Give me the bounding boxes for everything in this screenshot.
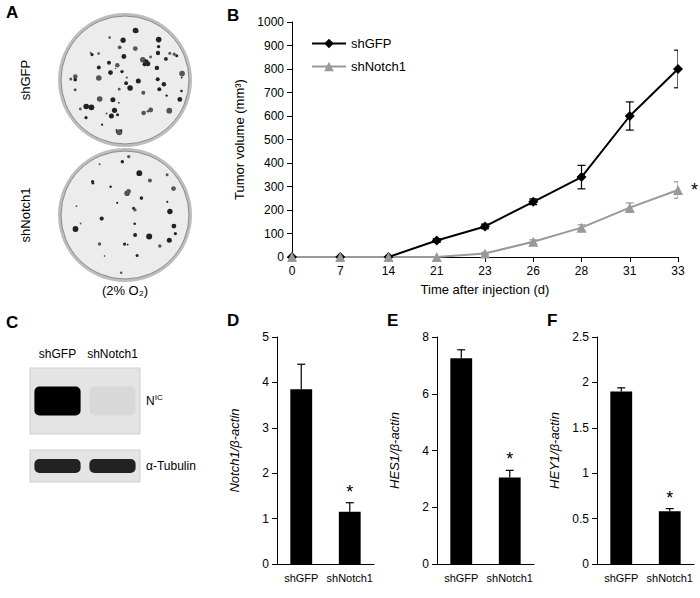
svg-text:6: 6: [422, 387, 429, 401]
svg-text:shGFP: shGFP: [284, 572, 318, 584]
svg-text:α-Tubulin: α-Tubulin: [146, 459, 196, 473]
svg-text:E: E: [387, 311, 398, 330]
svg-text:400: 400: [264, 156, 284, 170]
svg-text:0: 0: [289, 264, 296, 278]
svg-text:shGFP: shGFP: [39, 347, 76, 361]
svg-text:3: 3: [262, 421, 269, 435]
svg-text:600: 600: [264, 109, 284, 123]
svg-text:shGFP: shGFP: [18, 60, 33, 100]
svg-text:D: D: [227, 311, 239, 330]
svg-text:shNotch1: shNotch1: [18, 188, 33, 243]
svg-text:23: 23: [478, 264, 492, 278]
svg-text:300: 300: [264, 180, 284, 194]
svg-text:0.5: 0.5: [572, 512, 589, 526]
svg-text:200: 200: [264, 203, 284, 217]
svg-text:26: 26: [527, 264, 541, 278]
svg-text:2: 2: [262, 466, 269, 480]
svg-text:shGFP: shGFP: [604, 572, 638, 584]
svg-text:*: *: [346, 482, 353, 502]
svg-text:shGFP: shGFP: [351, 36, 391, 51]
svg-text:*: *: [691, 180, 698, 200]
svg-text:A: A: [6, 3, 18, 22]
svg-text:HES1/β-actin: HES1/β-actin: [387, 412, 402, 489]
svg-text:C: C: [6, 313, 18, 332]
svg-text:33: 33: [671, 264, 685, 278]
svg-text:shNotch1: shNotch1: [487, 572, 533, 584]
svg-text:shNotch1: shNotch1: [647, 572, 693, 584]
svg-text:shNotch1: shNotch1: [351, 59, 406, 74]
svg-text:NIC: NIC: [146, 393, 163, 408]
svg-text:1: 1: [582, 466, 589, 480]
svg-text:31: 31: [623, 264, 637, 278]
svg-text:0: 0: [582, 557, 589, 571]
svg-text:4: 4: [422, 444, 429, 458]
svg-text:100: 100: [264, 227, 284, 241]
svg-text:1000: 1000: [257, 15, 284, 29]
svg-text:Time after injection (d): Time after injection (d): [421, 282, 550, 297]
svg-text:B: B: [227, 6, 239, 25]
svg-text:900: 900: [264, 39, 284, 53]
svg-text:shNotch1: shNotch1: [327, 572, 373, 584]
svg-text:800: 800: [264, 62, 284, 76]
svg-text:Notch1/β-actin: Notch1/β-actin: [227, 408, 242, 492]
svg-text:2: 2: [422, 500, 429, 514]
svg-text:5: 5: [262, 330, 269, 344]
svg-text:0: 0: [277, 250, 284, 264]
svg-text:0: 0: [262, 557, 269, 571]
svg-text:2.5: 2.5: [572, 330, 589, 344]
svg-text:Tumor volume (mm³): Tumor volume (mm³): [232, 79, 247, 200]
svg-text:HEY1/β-actin: HEY1/β-actin: [547, 412, 562, 489]
svg-text:4: 4: [262, 375, 269, 389]
svg-text:*: *: [506, 449, 513, 469]
svg-text:*: *: [666, 488, 673, 508]
svg-text:21: 21: [430, 264, 444, 278]
svg-text:1: 1: [262, 512, 269, 526]
svg-text:500: 500: [264, 133, 284, 147]
svg-text:0: 0: [422, 557, 429, 571]
svg-text:F: F: [547, 311, 557, 330]
svg-text:700: 700: [264, 86, 284, 100]
svg-text:2: 2: [582, 375, 589, 389]
svg-text:14: 14: [382, 264, 396, 278]
svg-text:(2% O₂): (2% O₂): [102, 283, 148, 298]
svg-text:7: 7: [337, 264, 344, 278]
svg-text:shNotch1: shNotch1: [87, 347, 138, 361]
svg-text:28: 28: [575, 264, 589, 278]
svg-text:1.5: 1.5: [572, 421, 589, 435]
svg-text:shGFP: shGFP: [444, 572, 478, 584]
svg-text:8: 8: [422, 330, 429, 344]
